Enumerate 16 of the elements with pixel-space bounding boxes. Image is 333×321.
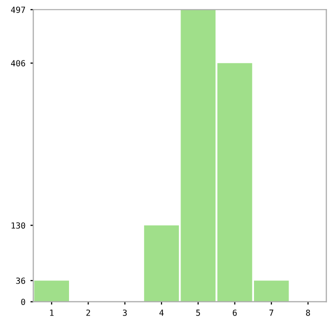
x-tick-label: 8: [306, 310, 310, 316]
y-tick-label: 36: [16, 278, 26, 284]
y-tick-label: 497: [11, 6, 26, 13]
y-tick-label: 0: [21, 298, 26, 306]
bar: [254, 280, 289, 302]
x-tick-label: 6: [232, 310, 237, 316]
x-tick-label: 7: [269, 310, 274, 316]
y-tick-label: 406: [11, 60, 26, 66]
bar: [34, 280, 70, 302]
y-tick-label: 130: [12, 222, 26, 229]
bar: [217, 63, 252, 302]
x-tick-label: 5: [196, 310, 200, 316]
x-tick-label: 4: [159, 310, 164, 316]
x-tick-label: 3: [122, 310, 127, 316]
x-tick-label: 1: [50, 310, 54, 316]
x-tick-label: 2: [86, 310, 90, 316]
